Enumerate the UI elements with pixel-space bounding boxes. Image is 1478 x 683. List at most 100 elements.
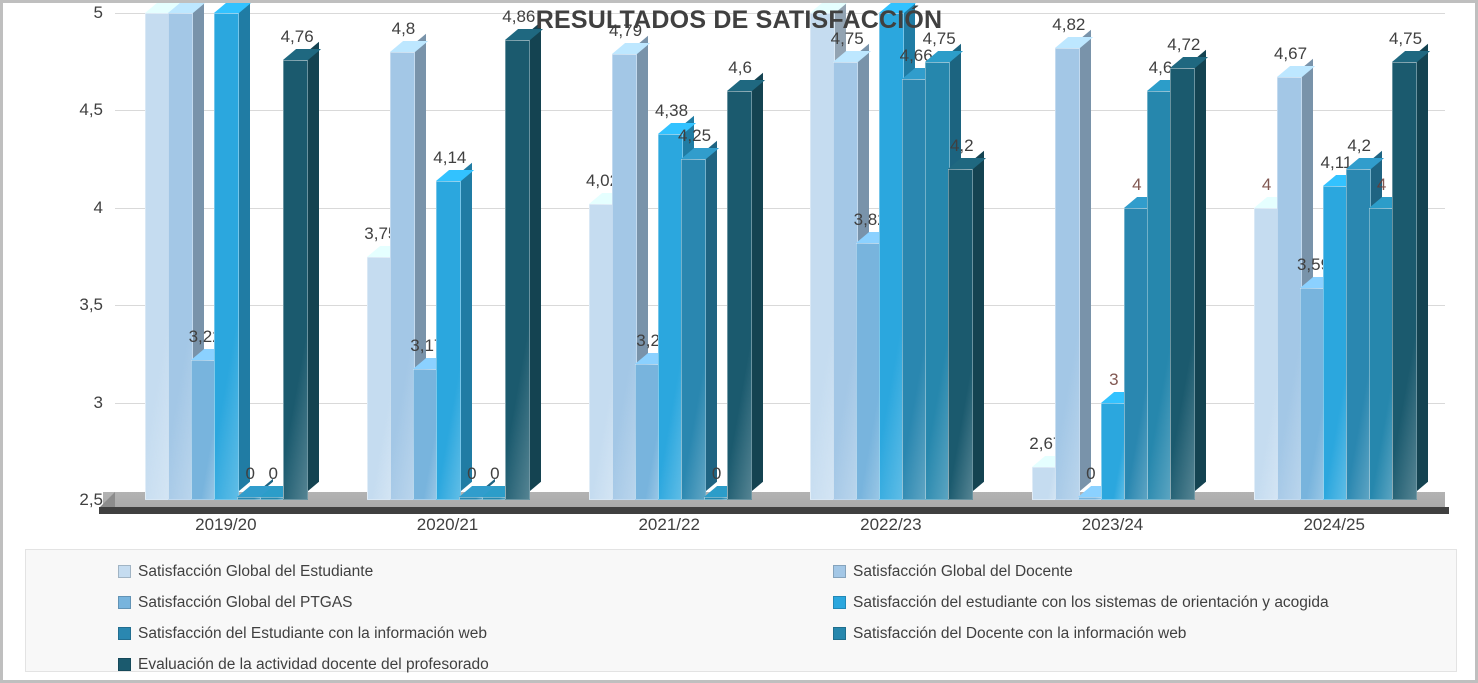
legend-item[interactable]: Satisfacción Global del Estudiante (118, 563, 833, 581)
chart-floor-front (99, 507, 1449, 514)
bar-slot: 4,75 (1389, 11, 1430, 503)
bar-slot: 4,6 (1147, 11, 1186, 503)
bar[interactable] (367, 238, 406, 500)
bar[interactable] (726, 72, 765, 500)
bar-face (436, 180, 461, 500)
bar-face (810, 13, 836, 500)
bar[interactable] (925, 43, 964, 500)
bar-slot: 4 (1124, 11, 1163, 503)
bar-side (973, 150, 985, 491)
bar[interactable] (260, 478, 299, 500)
legend-item[interactable]: Satisfacción Global del PTGAS (118, 594, 833, 612)
bar-face (1124, 207, 1150, 500)
legend-label: Satisfacción Global del Estudiante (138, 562, 374, 580)
bar[interactable] (1101, 384, 1140, 500)
bar-slot: 4,11 (1321, 11, 1361, 503)
bar[interactable] (879, 3, 918, 500)
bar[interactable] (482, 478, 521, 500)
bar-face (1391, 61, 1417, 500)
bar[interactable] (1032, 448, 1071, 500)
bar-slot: 4,6 (726, 11, 765, 503)
bar-slot: 0 (1078, 11, 1117, 503)
bar[interactable] (168, 3, 207, 500)
y-axis-tick: 3,5 (79, 295, 103, 315)
bar[interactable] (680, 140, 719, 500)
bar[interactable] (413, 351, 452, 500)
bar-face (459, 497, 484, 500)
legend-swatch-icon (118, 627, 131, 640)
bar-side (530, 22, 541, 492)
bar[interactable] (703, 478, 742, 500)
bar-value-label: 3 (1109, 369, 1119, 389)
bar[interactable] (145, 3, 184, 500)
legend-item[interactable]: Satisfacción del Estudiante con la infor… (118, 625, 833, 643)
bar[interactable] (1170, 49, 1209, 500)
bar-face (482, 497, 507, 500)
bar-slot: 4,76 (281, 11, 322, 503)
bar-face (1368, 207, 1394, 500)
bar[interactable] (588, 185, 627, 500)
bar[interactable] (902, 61, 941, 500)
bar[interactable] (634, 345, 673, 500)
bar[interactable] (948, 150, 987, 500)
legend-label: Satisfacción del Docente con la informac… (853, 624, 1187, 642)
bar-slot: 3 (1101, 11, 1140, 503)
bar[interactable] (191, 341, 230, 500)
bar-value-label: 4,72 (1167, 34, 1201, 54)
bar[interactable] (1124, 189, 1163, 500)
bar[interactable] (1345, 150, 1384, 500)
gridline (115, 305, 1445, 307)
bar[interactable] (1391, 43, 1430, 500)
bar-slot: 3,17 (410, 11, 452, 503)
bar-side (1416, 43, 1428, 492)
bar[interactable] (390, 33, 429, 500)
bar[interactable] (214, 3, 253, 500)
bar-groups: 553,225004,763,754,83,174,14004,864,024,… (115, 3, 1445, 503)
bar[interactable] (657, 115, 696, 500)
chart-floor-wedge (99, 492, 115, 508)
bar[interactable] (1055, 29, 1094, 500)
x-axis-tick: 2023/24 (1081, 515, 1144, 534)
bar[interactable] (1322, 168, 1361, 500)
bar[interactable] (810, 3, 849, 500)
bar-slot: 4,72 (1167, 11, 1209, 503)
bar-value-label: 3,2 (636, 330, 660, 350)
legend-swatch-icon (833, 596, 846, 609)
bar-face (703, 497, 729, 500)
y-axis-tick: 3 (93, 392, 103, 412)
legend-item[interactable]: Satisfacción Global del Docente (833, 563, 1073, 581)
bar[interactable] (1276, 59, 1315, 500)
legend-item[interactable]: Satisfacción del Docente con la informac… (833, 625, 1186, 643)
bar-face (505, 40, 530, 500)
y-axis-tick: 4,5 (79, 100, 103, 120)
bar-value-label: 4,75 (1388, 28, 1423, 48)
legend-item[interactable]: Evaluación de la actividad docente del p… (118, 656, 833, 674)
x-axis-tick: 2021/22 (638, 515, 700, 534)
bar[interactable] (856, 224, 895, 500)
plot-back-wall (115, 11, 1445, 503)
legend-row: Satisfacción Global del Estudiante Satisf… (26, 556, 1456, 587)
y-axis-tick: 2,5 (79, 490, 103, 509)
bar-slot: 4,2 (948, 11, 987, 503)
bar[interactable] (611, 35, 650, 500)
x-axis-tick: 2020/21 (416, 515, 479, 534)
bar[interactable] (1299, 269, 1338, 500)
bar[interactable] (1253, 189, 1292, 500)
bar[interactable] (436, 162, 475, 500)
bar-value-label: 0 (490, 464, 500, 483)
bar[interactable] (1147, 72, 1186, 500)
bar-face (1253, 207, 1279, 500)
bar-value-label: 0 (1086, 464, 1096, 483)
bar-face (1055, 48, 1081, 500)
bar[interactable] (1368, 189, 1407, 500)
bar[interactable] (283, 41, 322, 500)
bar-face (260, 497, 286, 500)
legend-item[interactable]: Satisfacción del estudiante con los sist… (833, 594, 1329, 612)
legend-label: Evaluación de la actividad docente del p… (138, 655, 489, 673)
bar-slot: 4,67 (1274, 11, 1315, 503)
bar[interactable] (505, 22, 544, 500)
bar[interactable] (237, 478, 276, 500)
bar[interactable] (1078, 478, 1117, 500)
bar[interactable] (833, 43, 872, 500)
bar[interactable] (459, 478, 498, 500)
